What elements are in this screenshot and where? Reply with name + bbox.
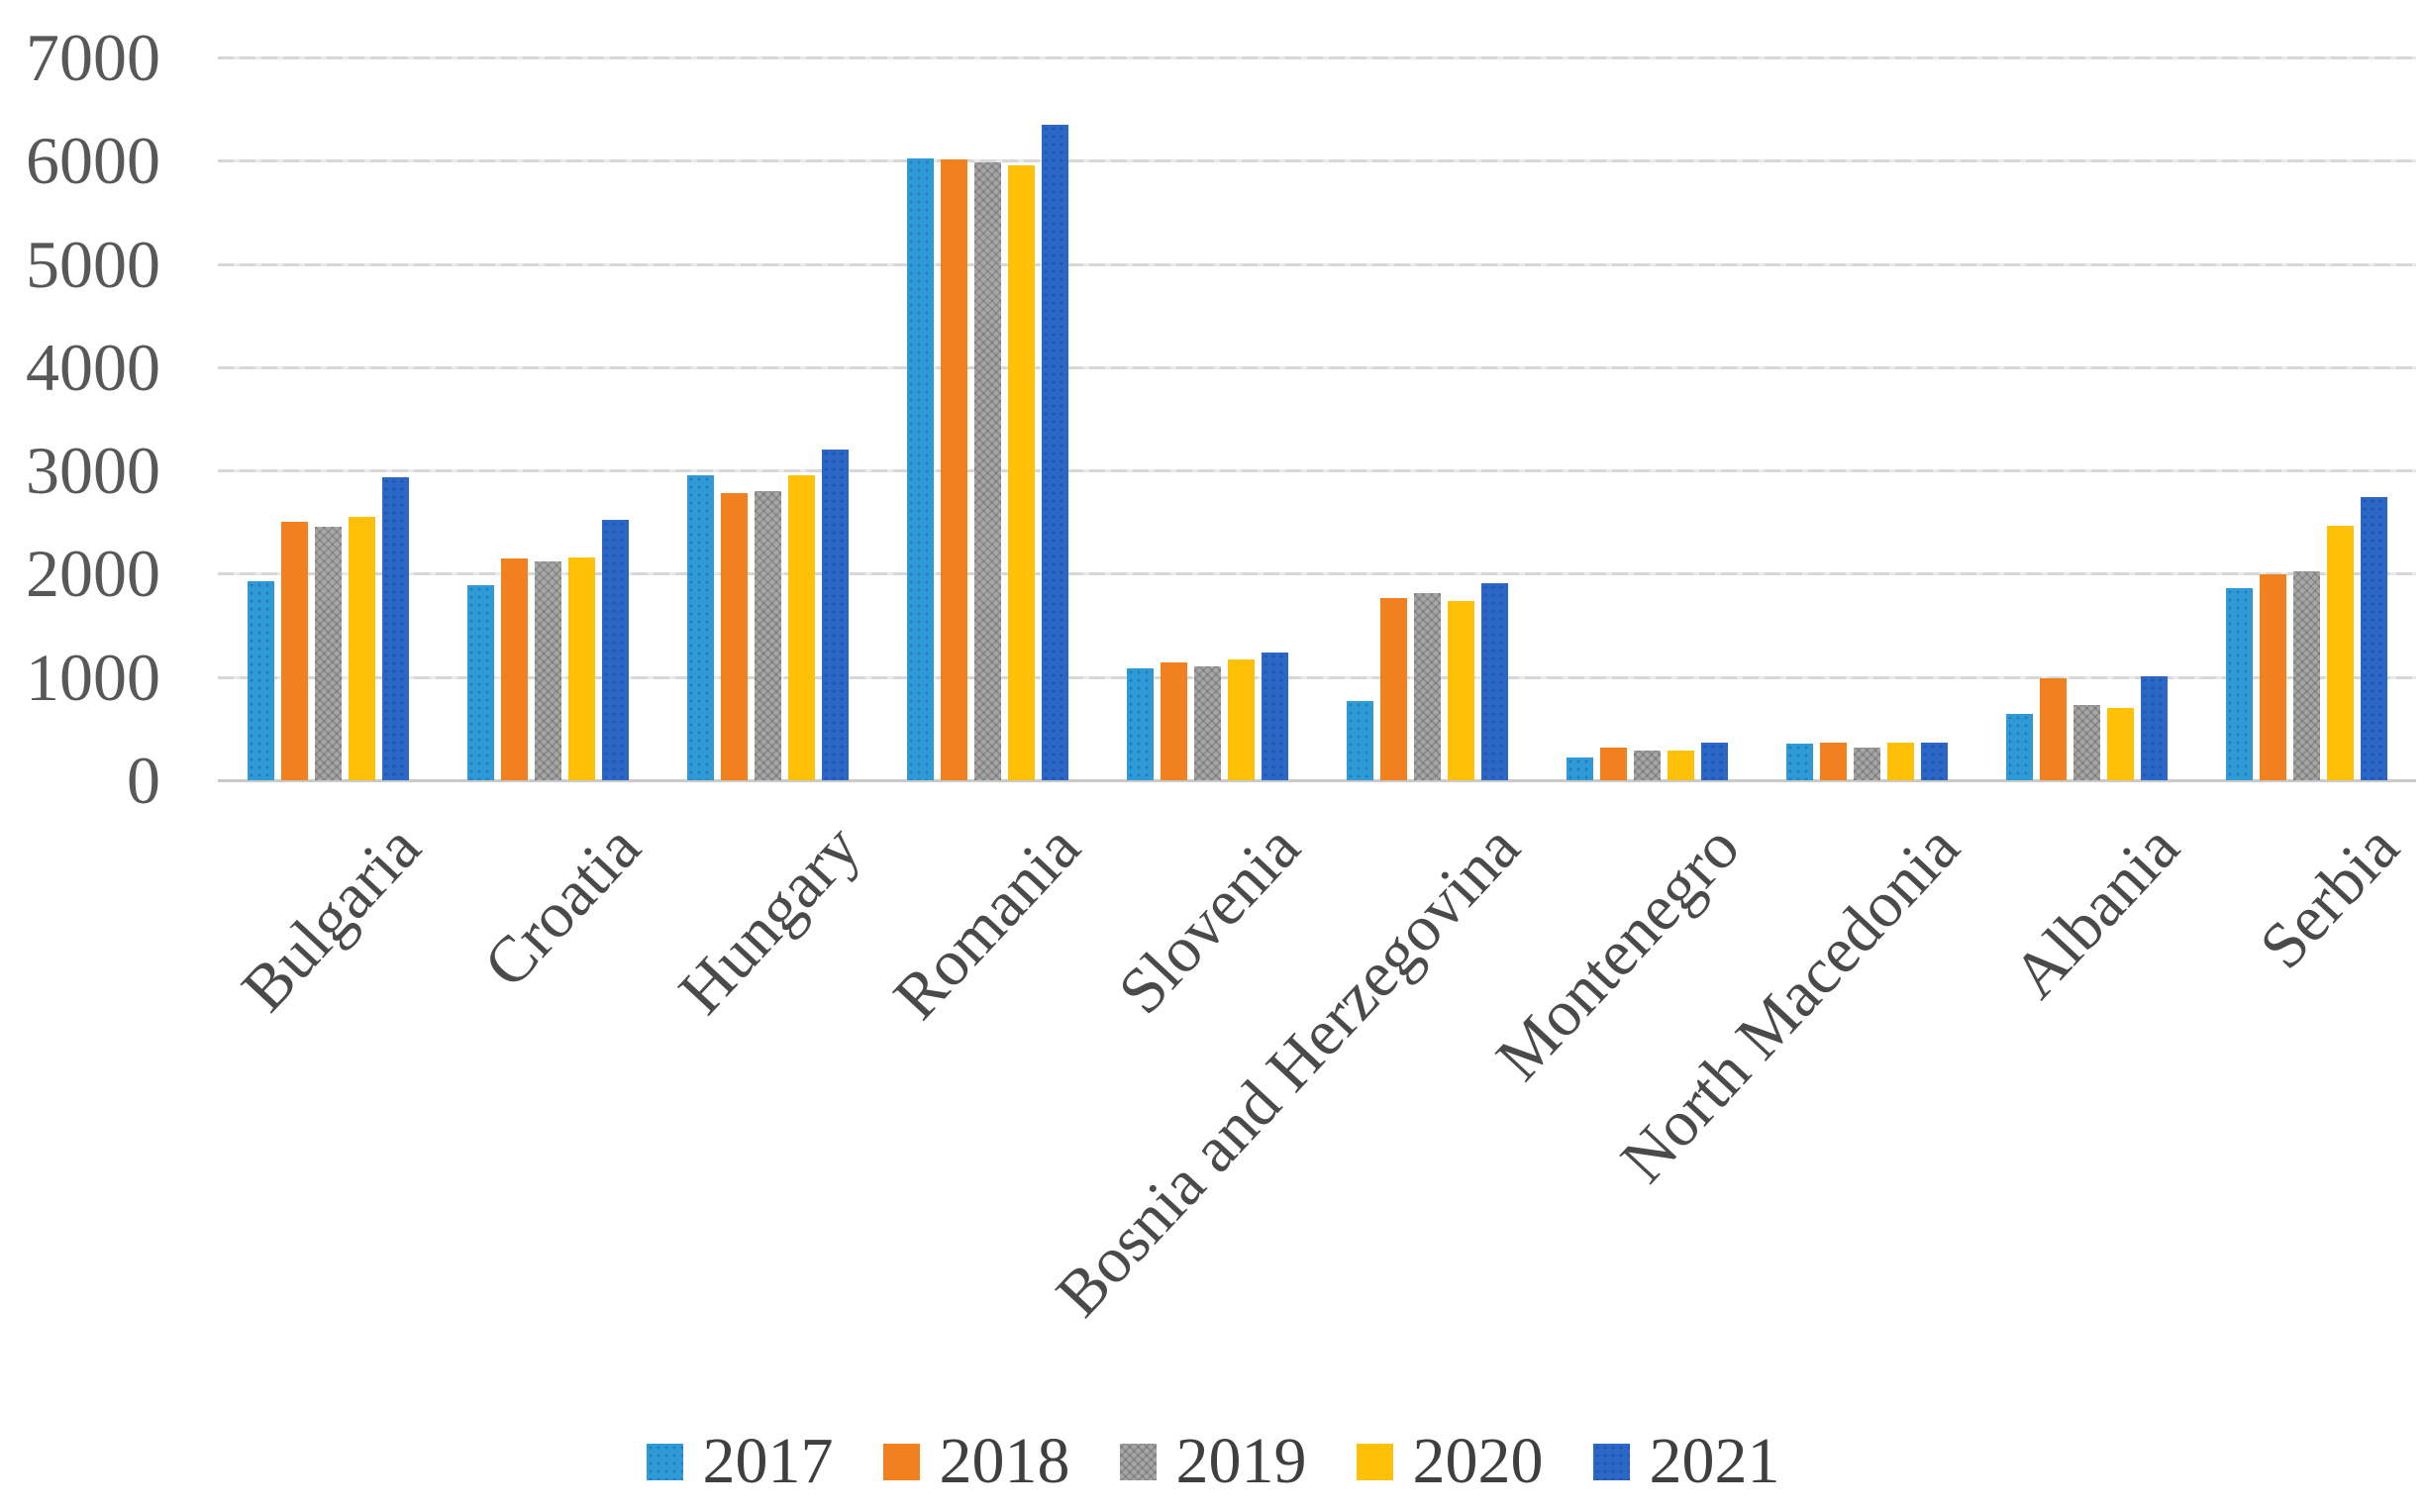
legend-swatch-2018 [882,1443,920,1480]
bar-2021 [2360,497,2387,780]
bar-2018 [1599,748,1627,780]
legend-item-2017: 2017 [646,1424,834,1499]
bar-2018 [500,558,528,780]
bar-group [877,57,1097,780]
bar-2017 [906,158,934,780]
legend-item-2020: 2020 [1356,1424,1544,1499]
bar-2017 [1126,668,1154,780]
legend-swatch-2020 [1356,1443,1393,1480]
bar-2020 [1227,659,1255,780]
y-axis-tick-label: 2000 [26,536,160,612]
bar-2020 [2326,526,2354,780]
gridline [218,56,2416,59]
legend-label-2019: 2019 [1175,1425,1307,1497]
bar-group [1537,57,1757,780]
bar-group [438,57,657,780]
y-axis-tick-label: 3000 [26,433,160,509]
legend: 2017 2018 2019 2020 2021 [0,1424,2426,1499]
legend-item-2018: 2018 [882,1424,1070,1499]
bar-2020 [787,475,815,780]
y-axis-tick-label: 7000 [26,20,160,95]
bar-2017 [1566,757,1593,780]
bar-2019 [973,162,1001,780]
bar-2017 [1785,744,1813,780]
bar-2021 [1480,583,1508,780]
bar-2019 [2292,571,2320,780]
bar-2017 [247,581,274,780]
legend-label-2018: 2018 [939,1425,1070,1497]
bar-group [2196,57,2416,780]
gridline [218,779,2416,782]
gridline [218,469,2416,473]
bar-2019 [1633,751,1661,780]
y-axis-tick-label: 6000 [26,123,160,199]
bar-2019 [754,491,781,780]
bar-2020 [567,557,595,780]
bar-2018 [2259,574,2286,780]
bar-2021 [1920,743,1948,780]
bar-group [657,57,877,780]
bar-2019 [534,561,561,780]
legend-label-2017: 2017 [702,1425,834,1497]
bar-2018 [940,159,967,780]
bar-2019 [1853,748,1880,780]
legend-swatch-2021 [1592,1443,1630,1480]
bar-2021 [1041,125,1068,780]
bar-2020 [348,517,375,780]
legend-swatch-2017 [646,1443,683,1480]
bar-2021 [2140,676,2168,780]
bar-2020 [2106,708,2134,780]
bar-2017 [466,585,494,780]
bar-group [1317,57,1537,780]
y-axis-tick-label: 4000 [26,329,160,405]
bar-group [1757,57,1976,780]
bar-2017 [686,475,714,780]
gridline [218,675,2416,679]
gridline [218,572,2416,576]
gridline [218,159,2416,163]
bar-2021 [821,450,849,780]
bar-2017 [2225,588,2253,780]
bar-2021 [381,477,409,780]
bar-2019 [1413,593,1441,780]
gridline [218,365,2416,369]
bar-2018 [280,522,308,780]
bar-2021 [601,520,629,780]
legend-label-2021: 2021 [1649,1425,1780,1497]
bar-2018 [2039,678,2067,780]
bar-group [218,57,438,780]
bar-group [1976,57,2196,780]
legend-item-2021: 2021 [1592,1424,1780,1499]
bar-2020 [1886,743,1914,780]
bar-2018 [1160,662,1187,780]
bar-2020 [1007,165,1035,780]
legend-swatch-2019 [1119,1443,1157,1480]
legend-label-2020: 2020 [1412,1425,1544,1497]
bar-group [1097,57,1317,780]
bar-2018 [720,493,748,780]
bar-2017 [1346,701,1373,780]
bar-2020 [1447,601,1474,780]
y-axis-tick-label: 0 [127,743,160,818]
legend-item-2019: 2019 [1119,1424,1307,1499]
bar-2018 [1819,743,1847,780]
bar-2021 [1261,653,1288,780]
y-axis-tick-label: 5000 [26,226,160,302]
bar-2019 [1193,666,1221,780]
bar-2017 [2005,714,2033,780]
bar-2018 [1379,598,1407,780]
bar-2020 [1667,751,1694,780]
bar-2019 [2072,705,2100,780]
bar-2021 [1700,743,1728,780]
gridline [218,262,2416,266]
bar-2019 [314,527,342,780]
y-axis-tick-label: 1000 [26,639,160,715]
